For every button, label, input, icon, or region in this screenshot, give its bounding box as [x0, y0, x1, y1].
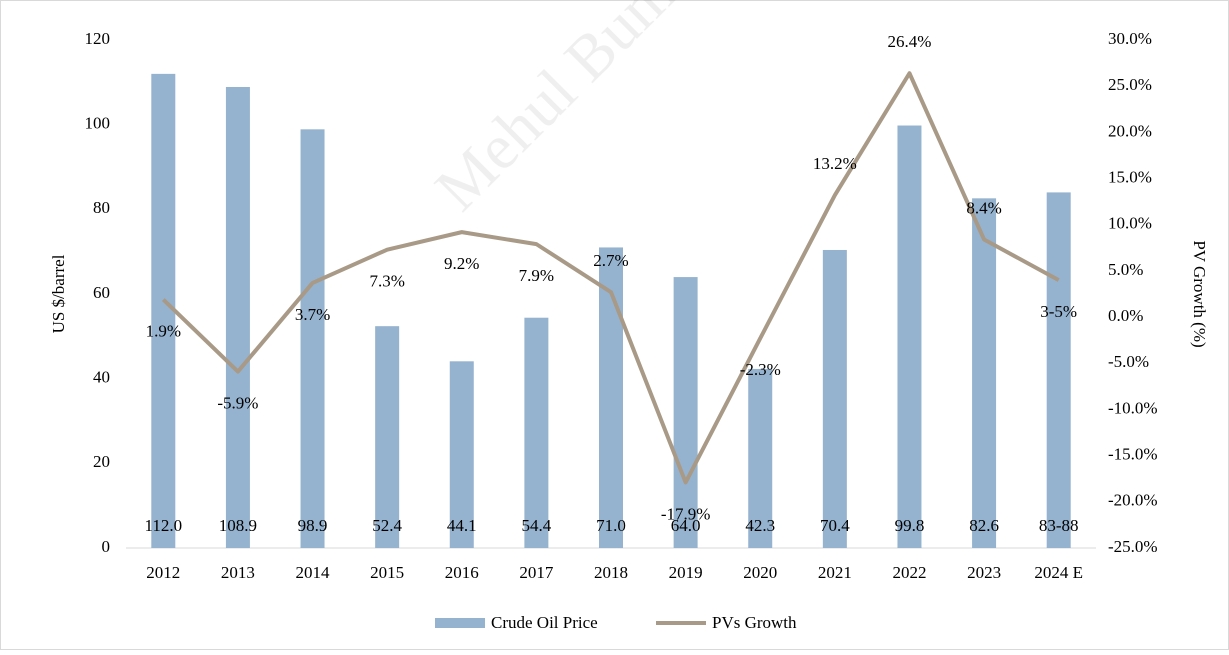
y2-tick-label: 20.0% [1108, 121, 1152, 140]
bar [151, 73, 176, 548]
y-tick-label: 100 [85, 114, 111, 133]
line-value-label: -2.3% [740, 360, 781, 379]
line-value-label: 26.4% [888, 32, 932, 51]
y2-tick-label: 25.0% [1108, 75, 1152, 94]
bar [375, 326, 400, 548]
y2-tick-label: 0.0% [1108, 306, 1143, 325]
x-tick-label: 2015 [370, 563, 404, 582]
x-tick-label: 2014 [296, 563, 331, 582]
legend-label: Crude Oil Price [491, 613, 598, 632]
bar [1046, 192, 1071, 548]
line-value-label: 7.9% [519, 266, 554, 285]
legend-label: PVs Growth [712, 613, 797, 632]
y-tick-label: 40 [93, 368, 110, 387]
bar-value-label: 42.3 [745, 516, 775, 535]
x-tick-label: 2012 [146, 563, 180, 582]
bar-value-label: 70.4 [820, 516, 850, 535]
bar-value-label: 52.4 [372, 516, 402, 535]
y2-tick-label: -20.0% [1108, 491, 1158, 510]
y-tick-label: 60 [93, 283, 110, 302]
x-tick-label: 2020 [743, 563, 777, 582]
x-tick-label: 2021 [818, 563, 852, 582]
line-value-label: -5.9% [217, 393, 258, 412]
bar-value-label: 82.6 [969, 516, 999, 535]
y-tick-label: 0 [102, 537, 111, 556]
y-tick-label: 20 [93, 452, 110, 471]
x-tick-label: 2018 [594, 563, 628, 582]
bar [449, 361, 474, 548]
line-value-label: -17.9% [661, 504, 711, 523]
y2-tick-label: 5.0% [1108, 260, 1143, 279]
bar [225, 86, 250, 549]
y2-tick-label: 15.0% [1108, 167, 1152, 186]
bar [673, 277, 698, 548]
y-axis-label: US $/barrel [49, 254, 68, 333]
bar [300, 129, 325, 548]
bar-value-label: 64.0 [671, 516, 701, 535]
bar [748, 368, 773, 548]
line-value-label: 13.2% [813, 154, 857, 173]
bar-value-label: 108.9 [219, 516, 257, 535]
y2-tick-label: -25.0% [1108, 537, 1158, 556]
line-value-label: 9.2% [444, 254, 479, 273]
y-tick-label: 80 [93, 198, 110, 217]
line-value-label: 8.4% [966, 198, 1001, 217]
x-tick-label: 2017 [519, 563, 554, 582]
bar [822, 249, 847, 548]
x-tick-label: 2016 [445, 563, 479, 582]
y2-tick-label: 10.0% [1108, 214, 1152, 233]
line-value-label: 1.9% [146, 321, 181, 340]
bar [524, 317, 549, 548]
bar-value-label: 71.0 [596, 516, 626, 535]
line-value-label: 3.7% [295, 305, 330, 324]
bar-value-label: 99.8 [895, 516, 925, 535]
y2-tick-label: -15.0% [1108, 445, 1158, 464]
bar [897, 125, 922, 548]
line-value-label: 3-5% [1040, 302, 1077, 321]
bar-value-label: 54.4 [522, 516, 552, 535]
y2-tick-label: -10.0% [1108, 398, 1158, 417]
bar-value-label: 44.1 [447, 516, 477, 535]
bar-value-label: 98.9 [298, 516, 328, 535]
x-tick-label: 2023 [967, 563, 1001, 582]
x-tick-label: 2013 [221, 563, 255, 582]
line [161, 71, 1060, 485]
y2-tick-label: -5.0% [1108, 352, 1149, 371]
bar-value-label: 112.0 [144, 516, 182, 535]
x-tick-label: 2022 [892, 563, 926, 582]
line-value-label: 7.3% [369, 272, 404, 291]
bar [972, 198, 997, 548]
line-value-label: 2.7% [593, 251, 628, 270]
y-tick-label: 120 [85, 29, 111, 48]
y2-axis-label: PV Growth (%) [1190, 240, 1209, 347]
y2-tick-label: 30.0% [1108, 29, 1152, 48]
bar-value-label: 83-88 [1039, 516, 1079, 535]
legend-swatch [435, 618, 485, 628]
x-tick-label: 2024 E [1034, 563, 1083, 582]
x-tick-label: 2019 [669, 563, 703, 582]
